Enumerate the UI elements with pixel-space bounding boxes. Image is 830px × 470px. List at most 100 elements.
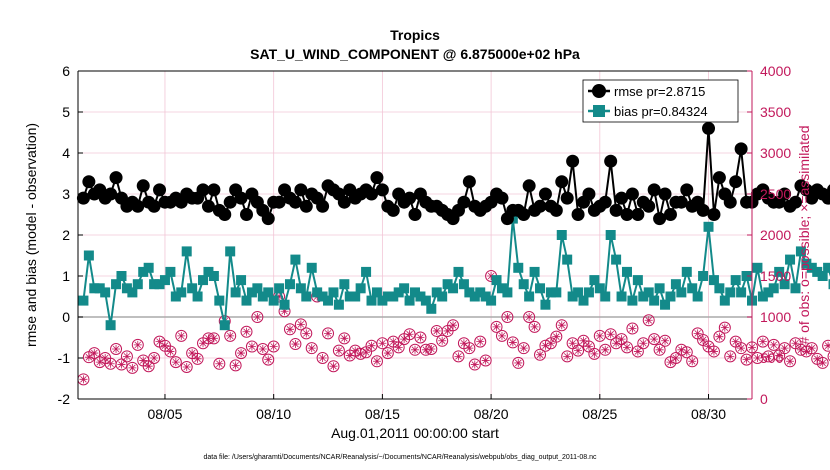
rmse-point [234,191,248,205]
obs-possible-circle [175,329,188,342]
obs-count-marker [784,355,797,368]
obs-possible-circle [680,346,693,359]
obs-assimilated-cross [351,346,360,355]
bias-point [279,299,290,310]
rmse-point [625,187,639,201]
legend: rmse pr=2.8715 bias pr=0.84324 [582,79,739,123]
obs-count-marker [142,360,155,373]
obs-possible-circle [224,329,237,342]
obs-count-marker [452,350,465,363]
bias-point [89,283,100,294]
bias-point [268,295,279,306]
obs-possible-circle [229,359,242,372]
bias-point [149,279,160,290]
bias-point [410,287,420,298]
bias-point [453,266,464,277]
rmse-point [571,208,585,221]
obs-count-marker [555,319,568,332]
rmse-point [712,171,726,185]
obs-assimilated-cross [334,346,343,355]
obs-assimilated-cross [579,336,588,345]
rmse-point [674,195,688,209]
obs-assimilated-cross [497,331,506,340]
obs-count-marker [528,320,541,333]
obs-count-marker [626,322,639,335]
obs-assimilated-cross [101,354,110,362]
obs-assimilated-cross [758,337,767,346]
obs-assimilated-cross [731,337,740,346]
obs-count-marker [110,342,123,355]
bias-point [589,275,600,286]
bias-point [578,295,589,306]
obs-assimilated-cross [807,344,816,353]
obs-count-marker [283,323,296,336]
obs-assimilated-cross [215,359,224,368]
obs-assimilated-cross [160,341,169,350]
obs-assimilated-cross [606,330,615,339]
obs-assimilated-cross [209,334,218,343]
bias-point [638,291,649,302]
bias-point [594,283,605,294]
bias-point [241,295,252,306]
obs-assimilated-cross [285,325,294,334]
bias-point [823,262,830,273]
obs-assimilated-cross [362,348,371,357]
bias-point [600,291,611,302]
obs-possible-circle [207,332,220,345]
y-right-tick-label: 500 [760,350,784,366]
obs-assimilated-cross [682,348,691,357]
obs-count-marker [148,352,161,364]
rmse-point [82,175,96,189]
obs-possible-circle [501,311,514,323]
obs-possible-circle [235,347,248,360]
rmse-point [408,208,422,221]
obs-possible-circle [686,355,699,368]
obs-count-marker [822,339,830,352]
obs-possible-circle [816,356,829,369]
obs-assimilated-cross [139,356,148,365]
obs-count-marker [729,335,742,348]
obs-count-marker [582,340,595,353]
obs-possible-circle [414,331,427,344]
obs-assimilated-cross [726,352,735,361]
bias-point [692,291,703,302]
obs-assimilated-cross [188,349,197,358]
obs-possible-circle [490,320,503,333]
obs-possible-circle [468,358,481,371]
bias-point [583,287,594,298]
series-layer [76,121,830,386]
y-tick-label: -2 [58,391,71,407]
obs-assimilated-cross [622,343,631,352]
bias-point [817,271,828,281]
obs-assimilated-cross [503,313,512,321]
rmse-point [370,171,384,185]
obs-assimilated-cross [530,322,539,331]
obs-assimilated-cross [247,342,256,351]
bias-point [317,291,328,302]
obs-assimilated-cross [584,342,593,351]
rmse-point [620,208,634,221]
obs-assimilated-cross [432,326,441,335]
obs-possible-circle [327,360,340,373]
obs-count-marker [294,318,307,331]
bias-point [801,258,812,269]
rmse-point [201,199,215,213]
obs-assimilated-cross [655,345,664,354]
bias-point [795,246,806,257]
obs-count-marker [332,344,345,357]
obs-assimilated-cross [492,322,501,331]
obs-assimilated-cross [715,332,724,341]
bias-point [306,262,317,273]
y-tick-label: 2 [62,227,70,243]
obs-possible-circle [517,342,530,355]
bias-point [382,291,393,302]
bias-point [187,283,198,294]
obs-count-marker [207,332,220,345]
bias-point [176,287,187,298]
obs-count-marker [131,338,144,351]
rmse-point [196,183,210,197]
obs-assimilated-cross [171,358,180,367]
rmse-point [696,203,710,217]
obs-count-marker [240,325,253,338]
bias-point [486,295,497,306]
